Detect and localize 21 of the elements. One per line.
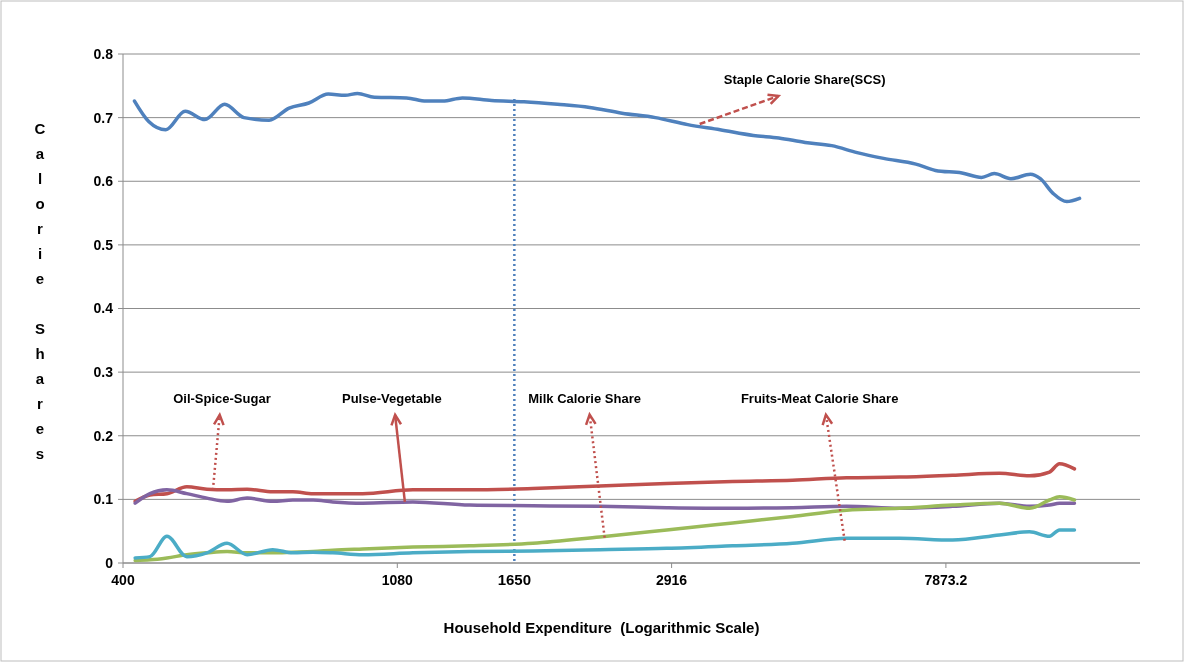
annotation: Pulse-Vegetable xyxy=(342,390,442,406)
y-tick-label: 0.2 xyxy=(93,427,114,444)
ref-line-label: 1650 xyxy=(497,571,532,588)
text: Calorie Shares xyxy=(34,120,46,462)
annotation: Fruits-Meat Calorie Share xyxy=(740,390,899,406)
x-axis-title: Household Expenditure (Logarithmic Scale) xyxy=(443,619,760,636)
annotation: Milk Calorie Share xyxy=(528,390,641,406)
y-tick-label: 0.6 xyxy=(93,173,114,190)
y-tick-label: 0.5 xyxy=(93,236,114,253)
annotation: Oil-Spice-Sugar xyxy=(173,390,271,406)
y-tick-label: 0 xyxy=(105,554,114,571)
y-tick-label: 0.7 xyxy=(93,109,114,126)
y-tick-label: 0.1 xyxy=(93,491,114,508)
x-tick-label: 400 xyxy=(111,572,135,588)
annotation: Staple Calorie Share(SCS) xyxy=(723,71,886,87)
y-tick-label: 0.3 xyxy=(93,364,114,381)
y-tick-label: 0.8 xyxy=(93,45,114,62)
x-tick-label: 7873.2 xyxy=(924,572,968,588)
y-tick-label: 0.4 xyxy=(93,300,114,317)
x-tick-label: 2916 xyxy=(656,572,688,588)
x-tick-label: 1080 xyxy=(381,572,414,588)
